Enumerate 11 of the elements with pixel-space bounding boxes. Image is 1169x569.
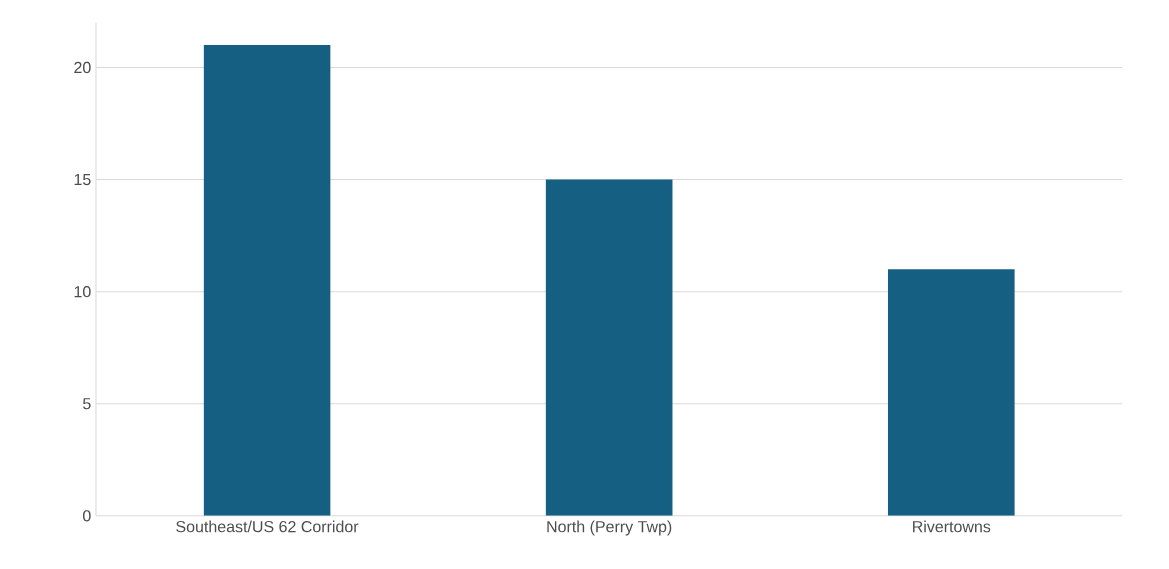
y-tick-label: 20 [74,61,91,74]
y-tick-label: 10 [74,285,91,298]
y-tick-label: 0 [83,510,91,522]
x-tick-label: Rivertowns [913,520,991,533]
bar [203,44,331,516]
bar [545,179,673,516]
bar [887,269,1015,516]
x-tick-label: North (Perry Twp) [547,520,672,536]
y-tick-label: 15 [74,173,91,186]
y-tick-label: 5 [83,398,91,410]
x-tick-label: Southeast/US 62 Corridor [176,520,359,533]
